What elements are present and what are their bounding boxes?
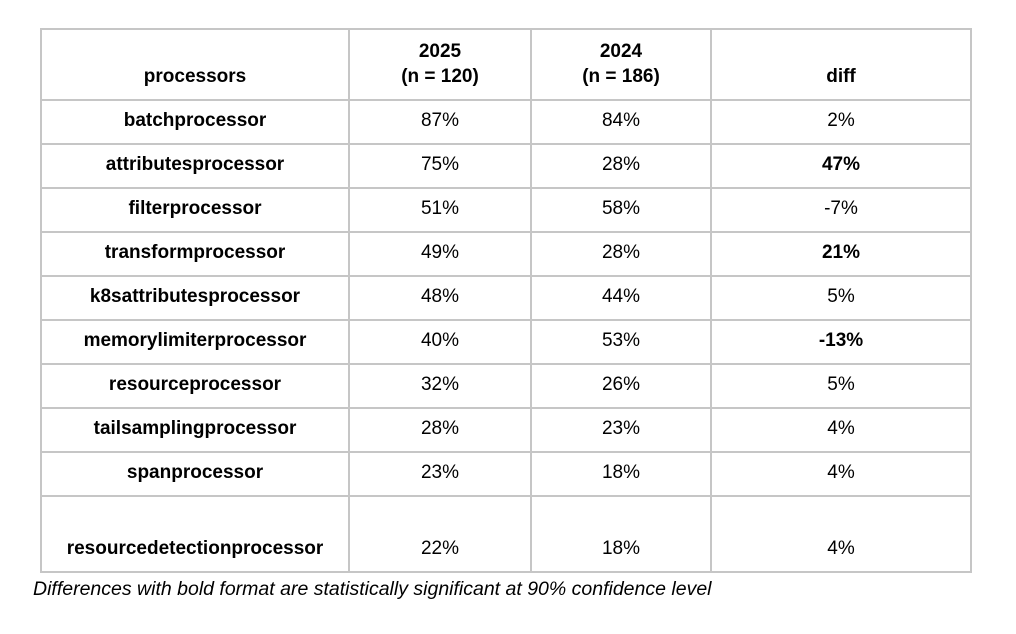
- value-2025: 87%: [348, 99, 532, 145]
- table-row: attributesprocessor 75% 28% 47%: [40, 143, 972, 189]
- processor-name: batchprocessor: [40, 99, 350, 145]
- value-diff: -7%: [710, 187, 972, 233]
- value-diff: 5%: [710, 275, 972, 321]
- value-2025: 75%: [348, 143, 532, 189]
- value-2024: 44%: [530, 275, 712, 321]
- value-diff: 4%: [710, 407, 972, 453]
- value-2024: 58%: [530, 187, 712, 233]
- value-2025: 32%: [348, 363, 532, 409]
- column-header-2024-year: 2024: [599, 40, 643, 62]
- processor-name: memorylimiterprocessor: [40, 319, 350, 365]
- significance-footnote: Differences with bold format are statist…: [33, 578, 712, 600]
- table-row: filterprocessor 51% 58% -7%: [40, 187, 972, 233]
- processor-name: resourcedetectionprocessor: [40, 495, 350, 573]
- value-2024: 84%: [530, 99, 712, 145]
- processor-name: transformprocessor: [40, 231, 350, 277]
- table-row: transformprocessor 49% 28% 21%: [40, 231, 972, 277]
- value-diff: 5%: [710, 363, 972, 409]
- value-2024: 23%: [530, 407, 712, 453]
- processor-name: k8sattributesprocessor: [40, 275, 350, 321]
- column-header-processors: processors: [40, 28, 350, 101]
- value-diff: 2%: [710, 99, 972, 145]
- table-row: resourceprocessor 32% 26% 5%: [40, 363, 972, 409]
- processor-name: tailsamplingprocessor: [40, 407, 350, 453]
- value-2024: 26%: [530, 363, 712, 409]
- column-header-2024: 2024 (n = 186): [530, 28, 712, 101]
- value-2025: 49%: [348, 231, 532, 277]
- processor-name: filterprocessor: [40, 187, 350, 233]
- column-header-2024-n: (n = 186): [582, 66, 660, 88]
- table-row: k8sattributesprocessor 48% 44% 5%: [40, 275, 972, 321]
- processor-name: attributesprocessor: [40, 143, 350, 189]
- value-diff: 4%: [710, 495, 972, 573]
- value-2024: 18%: [530, 451, 712, 497]
- processor-name: resourceprocessor: [40, 363, 350, 409]
- value-2025: 40%: [348, 319, 532, 365]
- column-header-2025-n: (n = 120): [401, 66, 479, 88]
- value-2025: 48%: [348, 275, 532, 321]
- value-2025: 23%: [348, 451, 532, 497]
- value-diff: 21%: [710, 231, 972, 277]
- processor-name: spanprocessor: [40, 451, 350, 497]
- value-diff: 47%: [710, 143, 972, 189]
- column-header-2025: 2025 (n = 120): [348, 28, 532, 101]
- value-diff: 4%: [710, 451, 972, 497]
- table-row: memorylimiterprocessor 40% 53% -13%: [40, 319, 972, 365]
- value-2024: 53%: [530, 319, 712, 365]
- processors-comparison-table: processors 2025 (n = 120) 2024 (n = 186)…: [40, 28, 972, 573]
- column-header-2025-year: 2025: [418, 40, 462, 62]
- value-diff: -13%: [710, 319, 972, 365]
- table-row: resourcedetectionprocessor 22% 18% 4%: [40, 495, 972, 573]
- value-2025: 22%: [348, 495, 532, 573]
- column-header-diff: diff: [710, 28, 972, 101]
- value-2024: 18%: [530, 495, 712, 573]
- value-2025: 28%: [348, 407, 532, 453]
- value-2025: 51%: [348, 187, 532, 233]
- table-row: spanprocessor 23% 18% 4%: [40, 451, 972, 497]
- header-row: processors 2025 (n = 120) 2024 (n = 186)…: [40, 28, 972, 101]
- table-row: batchprocessor 87% 84% 2%: [40, 99, 972, 145]
- value-2024: 28%: [530, 143, 712, 189]
- value-2024: 28%: [530, 231, 712, 277]
- table-row: tailsamplingprocessor 28% 23% 4%: [40, 407, 972, 453]
